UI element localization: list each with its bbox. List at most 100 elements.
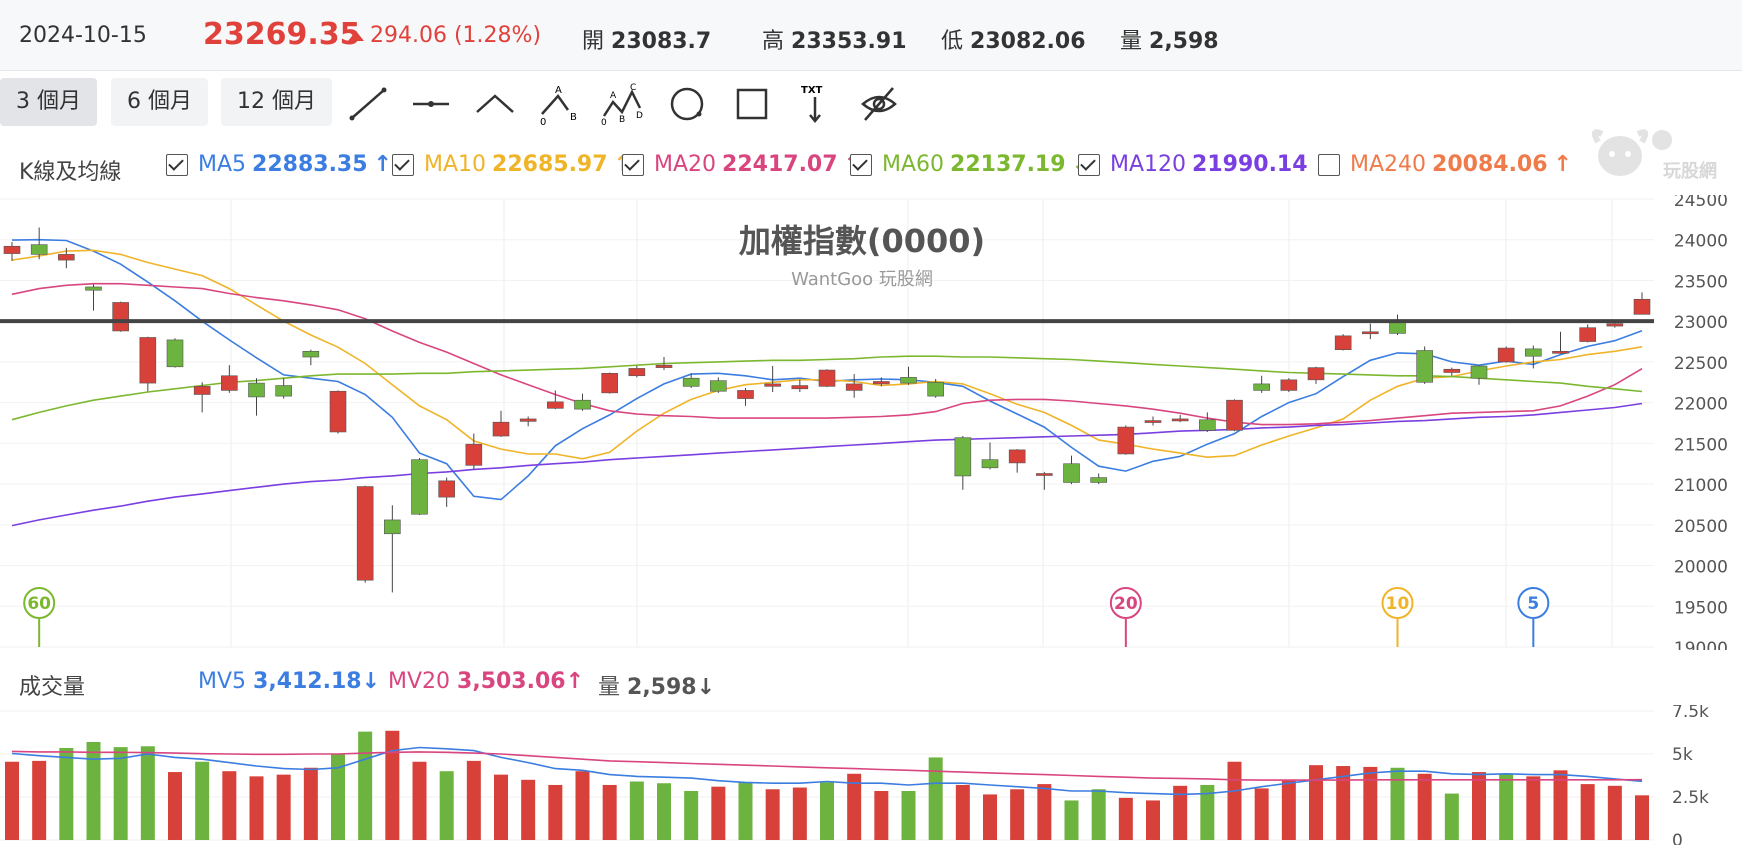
candle <box>1443 367 1461 376</box>
candle-body <box>1144 420 1162 423</box>
abc-pattern-tool-icon[interactable]: 0 A B <box>536 82 580 128</box>
volume-bar <box>140 746 155 840</box>
chart-subtitle: WantGoo 玩股網 <box>791 269 933 290</box>
candle <box>1199 412 1216 432</box>
volume-axis: 7.5k 5k 2.5k 0 <box>1672 705 1709 845</box>
ma10-checkbox[interactable] <box>392 153 414 176</box>
mv20-name: MV20 <box>388 669 451 694</box>
volume-bar <box>494 774 508 840</box>
angle-tool-icon[interactable] <box>473 82 517 126</box>
legend-ma5[interactable]: MA5 22883.35 ↑ <box>166 152 392 177</box>
range-3m-button[interactable]: 3 個月 <box>0 78 97 126</box>
candle-body <box>954 437 972 477</box>
logo-text: 玩股網 <box>1663 160 1717 182</box>
volume-bar <box>765 789 780 840</box>
ma240-checkbox[interactable] <box>1318 153 1340 176</box>
ma120-checkbox[interactable] <box>1078 153 1100 176</box>
candle-body <box>1307 367 1325 381</box>
volume-bar <box>222 771 237 840</box>
candle-body <box>710 380 727 392</box>
rectangle-tool-icon[interactable] <box>730 82 774 126</box>
candle <box>1416 346 1433 384</box>
candle <box>302 349 320 366</box>
candle <box>710 377 727 393</box>
quote-header: 2024-10-15 23269.35 294.06 (1.28%) 開 230… <box>0 0 1742 71</box>
price-change: 294.06 (1.28%) <box>348 23 541 48</box>
price-change-value: 294.06 (1.28%) <box>370 23 542 48</box>
candle-body <box>519 418 537 422</box>
candle <box>1389 314 1406 336</box>
candle <box>85 284 102 311</box>
candle-body <box>1008 449 1026 464</box>
volume-bar <box>1607 785 1622 840</box>
ma5-checkbox[interactable] <box>166 153 188 176</box>
horizontal-line-tool-icon[interactable] <box>409 82 453 126</box>
circle-tool-icon[interactable] <box>665 82 709 126</box>
ma20-checkbox[interactable] <box>622 153 644 176</box>
ma240-name: MA240 <box>1350 152 1427 177</box>
legend-label: K線及均線 <box>19 160 122 185</box>
candle-body <box>166 339 184 368</box>
candle-body <box>356 486 374 581</box>
text-tool-icon[interactable]: TXT <box>793 82 837 126</box>
candle <box>1497 346 1515 363</box>
candle <box>1633 292 1651 315</box>
ma10-name: MA10 <box>424 152 487 177</box>
candle <box>1090 473 1107 485</box>
candle-body <box>1497 347 1515 363</box>
volume-bar <box>32 760 47 840</box>
legend-ma60[interactable]: MA60 22137.19 ↓ <box>850 152 1090 177</box>
range-6m-button[interactable]: 6 個月 <box>111 78 208 126</box>
candle-body <box>818 369 836 387</box>
legend-ma10[interactable]: MA10 22685.97 ↑ <box>392 152 632 177</box>
candle-body <box>492 421 510 437</box>
candle-body <box>845 383 863 391</box>
legend-ma20[interactable]: MA20 22417.07 ↑ <box>622 152 862 177</box>
candle-body <box>1117 426 1135 455</box>
ma5-name: MA5 <box>198 152 247 177</box>
candle <box>411 458 428 516</box>
legend-ma120[interactable]: MA120 21990.14 ↑ <box>1078 152 1332 177</box>
mv5-name: MV5 <box>198 669 247 694</box>
abcd-pattern-tool-icon[interactable]: 0 A B C D <box>600 82 644 128</box>
candle-body <box>1579 327 1596 342</box>
volume-chart[interactable]: 7.5k 5k 2.5k 0 <box>0 705 1742 845</box>
volume-bar <box>1091 789 1106 840</box>
candle-body <box>1470 365 1488 379</box>
candle <box>58 247 75 269</box>
candle-body <box>1226 399 1243 431</box>
candle-body <box>1633 298 1651 315</box>
marker-label: 5 <box>1527 594 1539 614</box>
candle <box>547 390 564 410</box>
ma-markers: 60 20 10 5 <box>23 587 1550 647</box>
candle-body <box>3 245 21 254</box>
candle-body <box>981 459 999 469</box>
candle <box>221 365 238 393</box>
hide-drawings-icon[interactable] <box>857 82 901 126</box>
volume-bar <box>955 784 970 840</box>
volume-bar <box>439 771 454 840</box>
volume-bar <box>711 786 726 840</box>
candle-body <box>1525 348 1542 357</box>
volume-bar <box>1635 795 1649 840</box>
marker-circle <box>1381 587 1414 619</box>
volume-bars <box>5 730 1649 840</box>
candle <box>438 477 455 507</box>
candle <box>492 410 510 437</box>
price-chart[interactable]: 加權指數(0000) WantGoo 玩股網 60 20 10 5 24500 2400… <box>0 195 1742 650</box>
volume-bar <box>303 767 318 840</box>
range-12m-button[interactable]: 12 個月 <box>221 78 332 126</box>
candle-body <box>1416 350 1433 383</box>
candle <box>275 378 292 399</box>
chart-title: 加權指數(0000) <box>739 222 985 260</box>
ma60-checkbox[interactable] <box>850 153 872 176</box>
ma-legend: K線及均線 MA5 22883.35 ↑ MA10 22685.97 ↑ MA2… <box>0 152 1742 186</box>
high-value: 23353.91 <box>791 29 907 54</box>
ma20-line <box>11 282 1643 426</box>
volume-bar <box>358 731 373 840</box>
candle <box>1525 345 1542 369</box>
ma-marker-10: 10 <box>1381 587 1414 647</box>
line-tool-icon[interactable] <box>346 82 390 126</box>
legend-ma240[interactable]: MA240 20084.06 ↑ <box>1318 152 1572 177</box>
volume-bar <box>1336 766 1351 840</box>
